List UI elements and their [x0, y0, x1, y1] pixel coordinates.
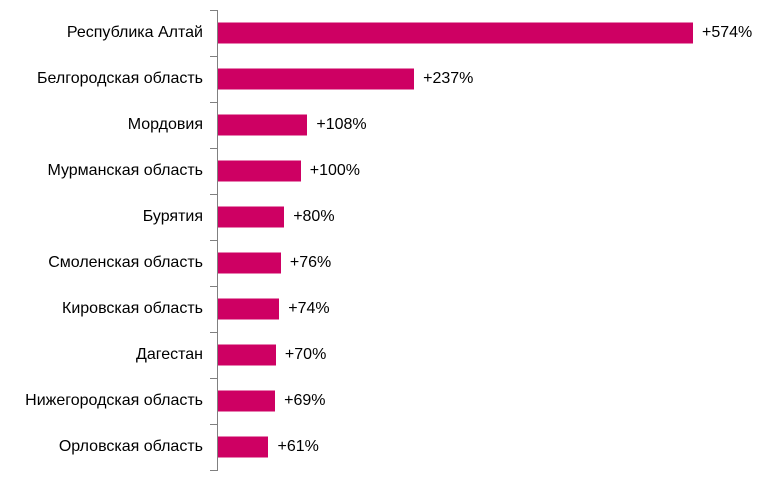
value-label: +100%	[309, 162, 361, 179]
chart-row: Мордовия +108%	[0, 102, 784, 148]
value-label: +574%	[702, 24, 753, 41]
axis-tick	[210, 10, 217, 11]
value-label: +76%	[289, 254, 332, 271]
chart-row: Орловская область +61%	[0, 424, 784, 470]
chart-row: Нижегородская область +69%	[0, 378, 784, 424]
chart-row: Республика Алтай +574%	[0, 10, 784, 56]
category-label: Мордовия	[127, 116, 203, 133]
axis-tick	[210, 332, 217, 333]
y-axis-line	[217, 10, 218, 471]
axis-tick	[210, 470, 217, 471]
axis-tick	[210, 378, 217, 379]
category-label: Бурятия	[142, 208, 203, 225]
chart-row: Кировская область +74%	[0, 286, 784, 332]
category-label: Белгородская область	[37, 70, 203, 87]
axis-tick	[210, 240, 217, 241]
axis-tick	[210, 148, 217, 149]
bar	[218, 22, 693, 44]
category-label: Мурманская область	[47, 162, 203, 179]
value-label: +237%	[423, 70, 474, 87]
bar	[218, 68, 415, 90]
bar	[218, 160, 301, 182]
value-label: +70%	[284, 346, 327, 363]
chart-row: Бурятия +80%	[0, 194, 784, 240]
category-label: Кировская область	[62, 300, 203, 317]
chart-row: Мурманская область +100%	[0, 148, 784, 194]
value-label: +69%	[284, 392, 326, 409]
chart-row: Белгородская область +237%	[0, 56, 784, 102]
category-label: Смоленская область	[48, 254, 203, 271]
axis-tick	[210, 194, 217, 195]
chart-row: Смоленская область +76%	[0, 240, 784, 286]
axis-tick	[210, 102, 217, 103]
category-label: Республика Алтай	[66, 24, 203, 41]
bar	[218, 390, 276, 412]
category-label: Нижегородская область	[25, 392, 203, 409]
chart-row: Дагестан +70%	[0, 332, 784, 378]
category-label: Дагестан	[136, 346, 203, 363]
axis-tick	[210, 56, 217, 57]
bar	[218, 436, 269, 458]
bar	[218, 344, 276, 366]
value-label: +74%	[288, 300, 330, 317]
bar	[218, 206, 285, 228]
axis-tick	[210, 286, 217, 287]
axis-tick	[210, 424, 217, 425]
bar	[218, 114, 308, 136]
bar	[218, 252, 281, 274]
value-label: +61%	[277, 438, 319, 455]
value-label: +108%	[316, 116, 367, 133]
category-label: Орловская область	[58, 438, 203, 455]
bar	[218, 298, 280, 320]
value-label: +80%	[293, 208, 335, 225]
